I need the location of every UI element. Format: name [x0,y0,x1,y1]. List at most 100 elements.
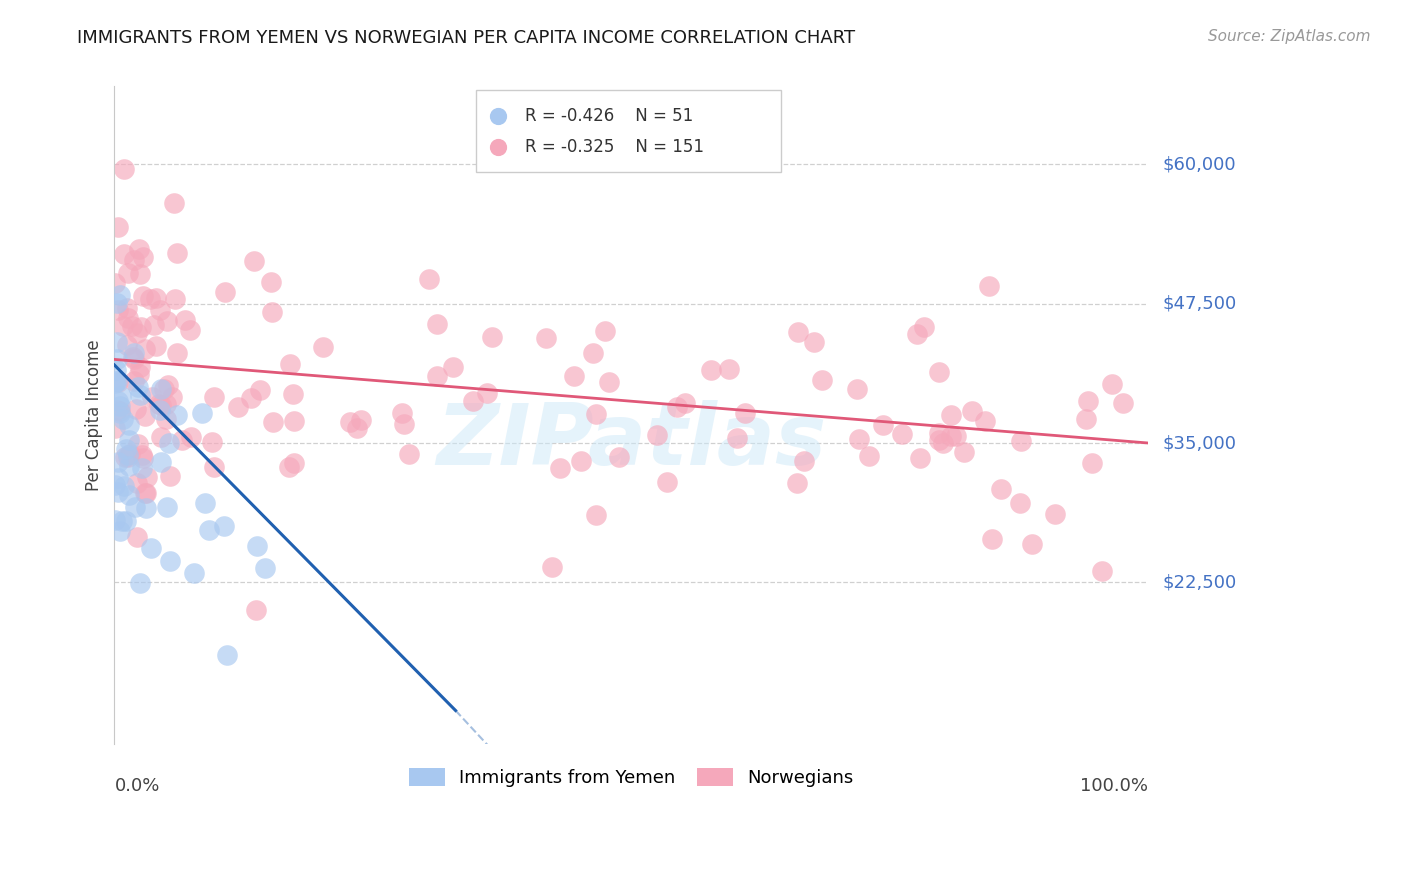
Point [1111,395,1133,409]
Point [598,375,620,389]
Point [214,285,236,300]
Point [974,413,997,427]
Point [1010,434,1032,448]
Point [657,475,679,489]
Point [212,518,235,533]
Point [117,266,139,280]
Point [786,325,808,339]
Point [481,330,503,344]
Point [166,246,188,260]
Point [107,394,129,409]
Point [426,317,449,331]
Point [912,319,935,334]
Point [117,310,139,325]
Point [128,367,150,381]
Point [112,479,135,493]
Point [179,323,201,337]
Point [152,383,174,397]
Point [194,496,217,510]
Point [124,500,146,514]
Point [718,362,741,376]
Point [339,415,361,429]
Point [183,566,205,581]
Point [872,417,894,432]
Point [145,291,167,305]
Point [166,408,188,422]
Point [107,455,129,469]
Point [129,359,152,374]
Point [953,445,976,459]
Point [163,195,186,210]
Point [115,514,138,528]
Point [725,431,748,445]
Point [138,292,160,306]
Point [132,450,155,465]
FancyBboxPatch shape [477,90,782,172]
Point [262,415,284,429]
Point [228,401,250,415]
Point [127,475,149,490]
Point [939,429,962,443]
Point [928,434,950,448]
Point [548,461,571,475]
Point [156,314,179,328]
Point [150,430,173,444]
Point [928,426,950,441]
Point [135,486,157,500]
Point [858,449,880,463]
Text: ZIPatlas: ZIPatlas [436,400,827,483]
Point [249,384,271,398]
Legend: Immigrants from Yemen, Norwegians: Immigrants from Yemen, Norwegians [402,760,860,794]
Point [104,513,127,527]
Point [159,554,181,568]
Point [118,433,141,447]
Point [700,363,723,377]
Point [155,397,177,411]
Point [156,378,179,392]
Point [104,478,127,492]
Point [122,374,145,388]
Point [1010,496,1032,510]
Point [1074,411,1097,425]
Y-axis label: Per Capita Income: Per Capita Income [86,339,103,491]
Point [110,404,132,418]
Point [645,428,668,442]
Point [155,412,177,426]
Point [595,324,617,338]
Point [122,350,145,364]
Point [245,603,267,617]
Point [350,413,373,427]
Point [107,471,129,485]
Point [105,351,128,366]
Point [569,454,592,468]
Point [108,406,131,420]
Text: Source: ZipAtlas.com: Source: ZipAtlas.com [1208,29,1371,44]
Point [110,389,132,403]
Text: R = -0.426    N = 51: R = -0.426 N = 51 [524,107,693,125]
Point [145,339,167,353]
Point [127,530,149,544]
Point [1043,508,1066,522]
Point [673,395,696,409]
Point [125,326,148,340]
Point [135,501,157,516]
Point [418,271,440,285]
Point [104,421,127,435]
Point [960,403,983,417]
Point [118,458,141,473]
Point [127,437,149,451]
Point [486,826,509,840]
Point [180,430,202,444]
Point [117,448,139,462]
Point [141,390,163,404]
Point [536,331,558,345]
Point [149,302,172,317]
Point [441,359,464,374]
Point [132,250,155,264]
Point [475,386,498,401]
Point [160,390,183,404]
Point [112,162,135,177]
Point [114,442,136,457]
Point [118,417,141,432]
Text: R = -0.325    N = 151: R = -0.325 N = 151 [524,138,704,156]
